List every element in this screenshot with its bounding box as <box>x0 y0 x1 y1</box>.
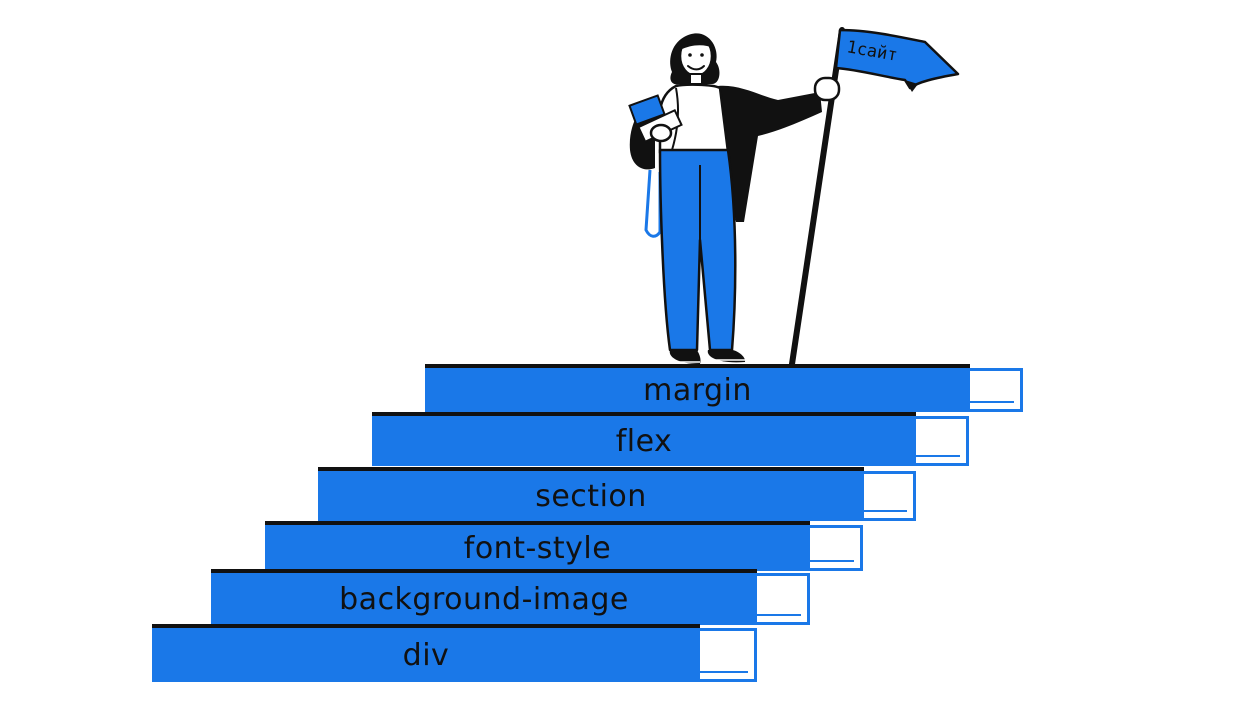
flag-text: 1сайт <box>845 37 899 66</box>
step-label-flex: flex <box>615 423 673 459</box>
stair-step-margin: margin <box>425 364 1023 412</box>
step-label-background-image: background-image <box>339 581 629 617</box>
book-icon <box>628 94 683 144</box>
stair-step-flex: flex <box>372 412 969 466</box>
flag: 1сайт <box>834 28 960 92</box>
stair-step-section: section <box>318 467 916 521</box>
step-label-font-style: font-style <box>463 530 612 566</box>
stair-step-background-image: background-image <box>211 569 810 625</box>
stair-step-div: div <box>152 624 757 682</box>
step-label-div: div <box>402 637 450 673</box>
stair-step-font-style: font-style <box>265 521 863 571</box>
step-label-section: section <box>535 478 647 514</box>
flag-pole <box>789 27 845 367</box>
person-icon <box>628 33 841 364</box>
step-label-margin: margin <box>643 372 752 408</box>
